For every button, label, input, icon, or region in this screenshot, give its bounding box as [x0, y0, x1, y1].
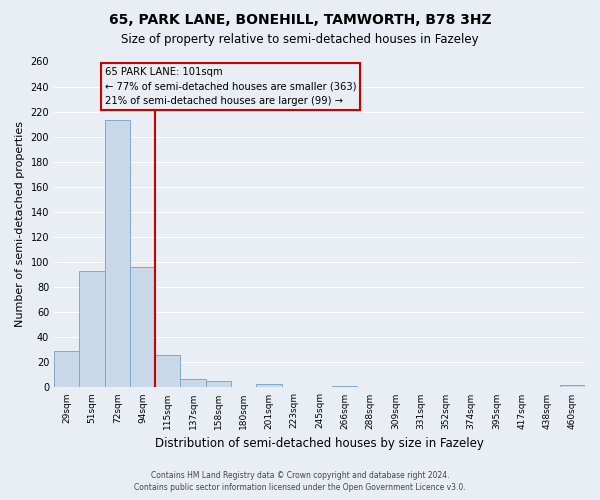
Bar	[79, 271, 104, 388]
Bar	[104, 120, 130, 388]
Bar	[155, 355, 181, 388]
Bar	[181, 378, 206, 388]
Bar	[256, 384, 281, 388]
X-axis label: Distribution of semi-detached houses by size in Fazeley: Distribution of semi-detached houses by …	[155, 437, 484, 450]
Text: Contains HM Land Registry data © Crown copyright and database right 2024.
Contai: Contains HM Land Registry data © Crown c…	[134, 471, 466, 492]
Bar	[54, 351, 79, 388]
Text: Size of property relative to semi-detached houses in Fazeley: Size of property relative to semi-detach…	[121, 32, 479, 46]
Bar	[206, 381, 231, 388]
Text: 65 PARK LANE: 101sqm
← 77% of semi-detached houses are smaller (363)
21% of semi: 65 PARK LANE: 101sqm ← 77% of semi-detac…	[104, 66, 356, 106]
Y-axis label: Number of semi-detached properties: Number of semi-detached properties	[15, 122, 25, 328]
Bar	[130, 267, 155, 388]
Text: 65, PARK LANE, BONEHILL, TAMWORTH, B78 3HZ: 65, PARK LANE, BONEHILL, TAMWORTH, B78 3…	[109, 12, 491, 26]
Bar	[332, 386, 358, 388]
Bar	[560, 385, 585, 388]
